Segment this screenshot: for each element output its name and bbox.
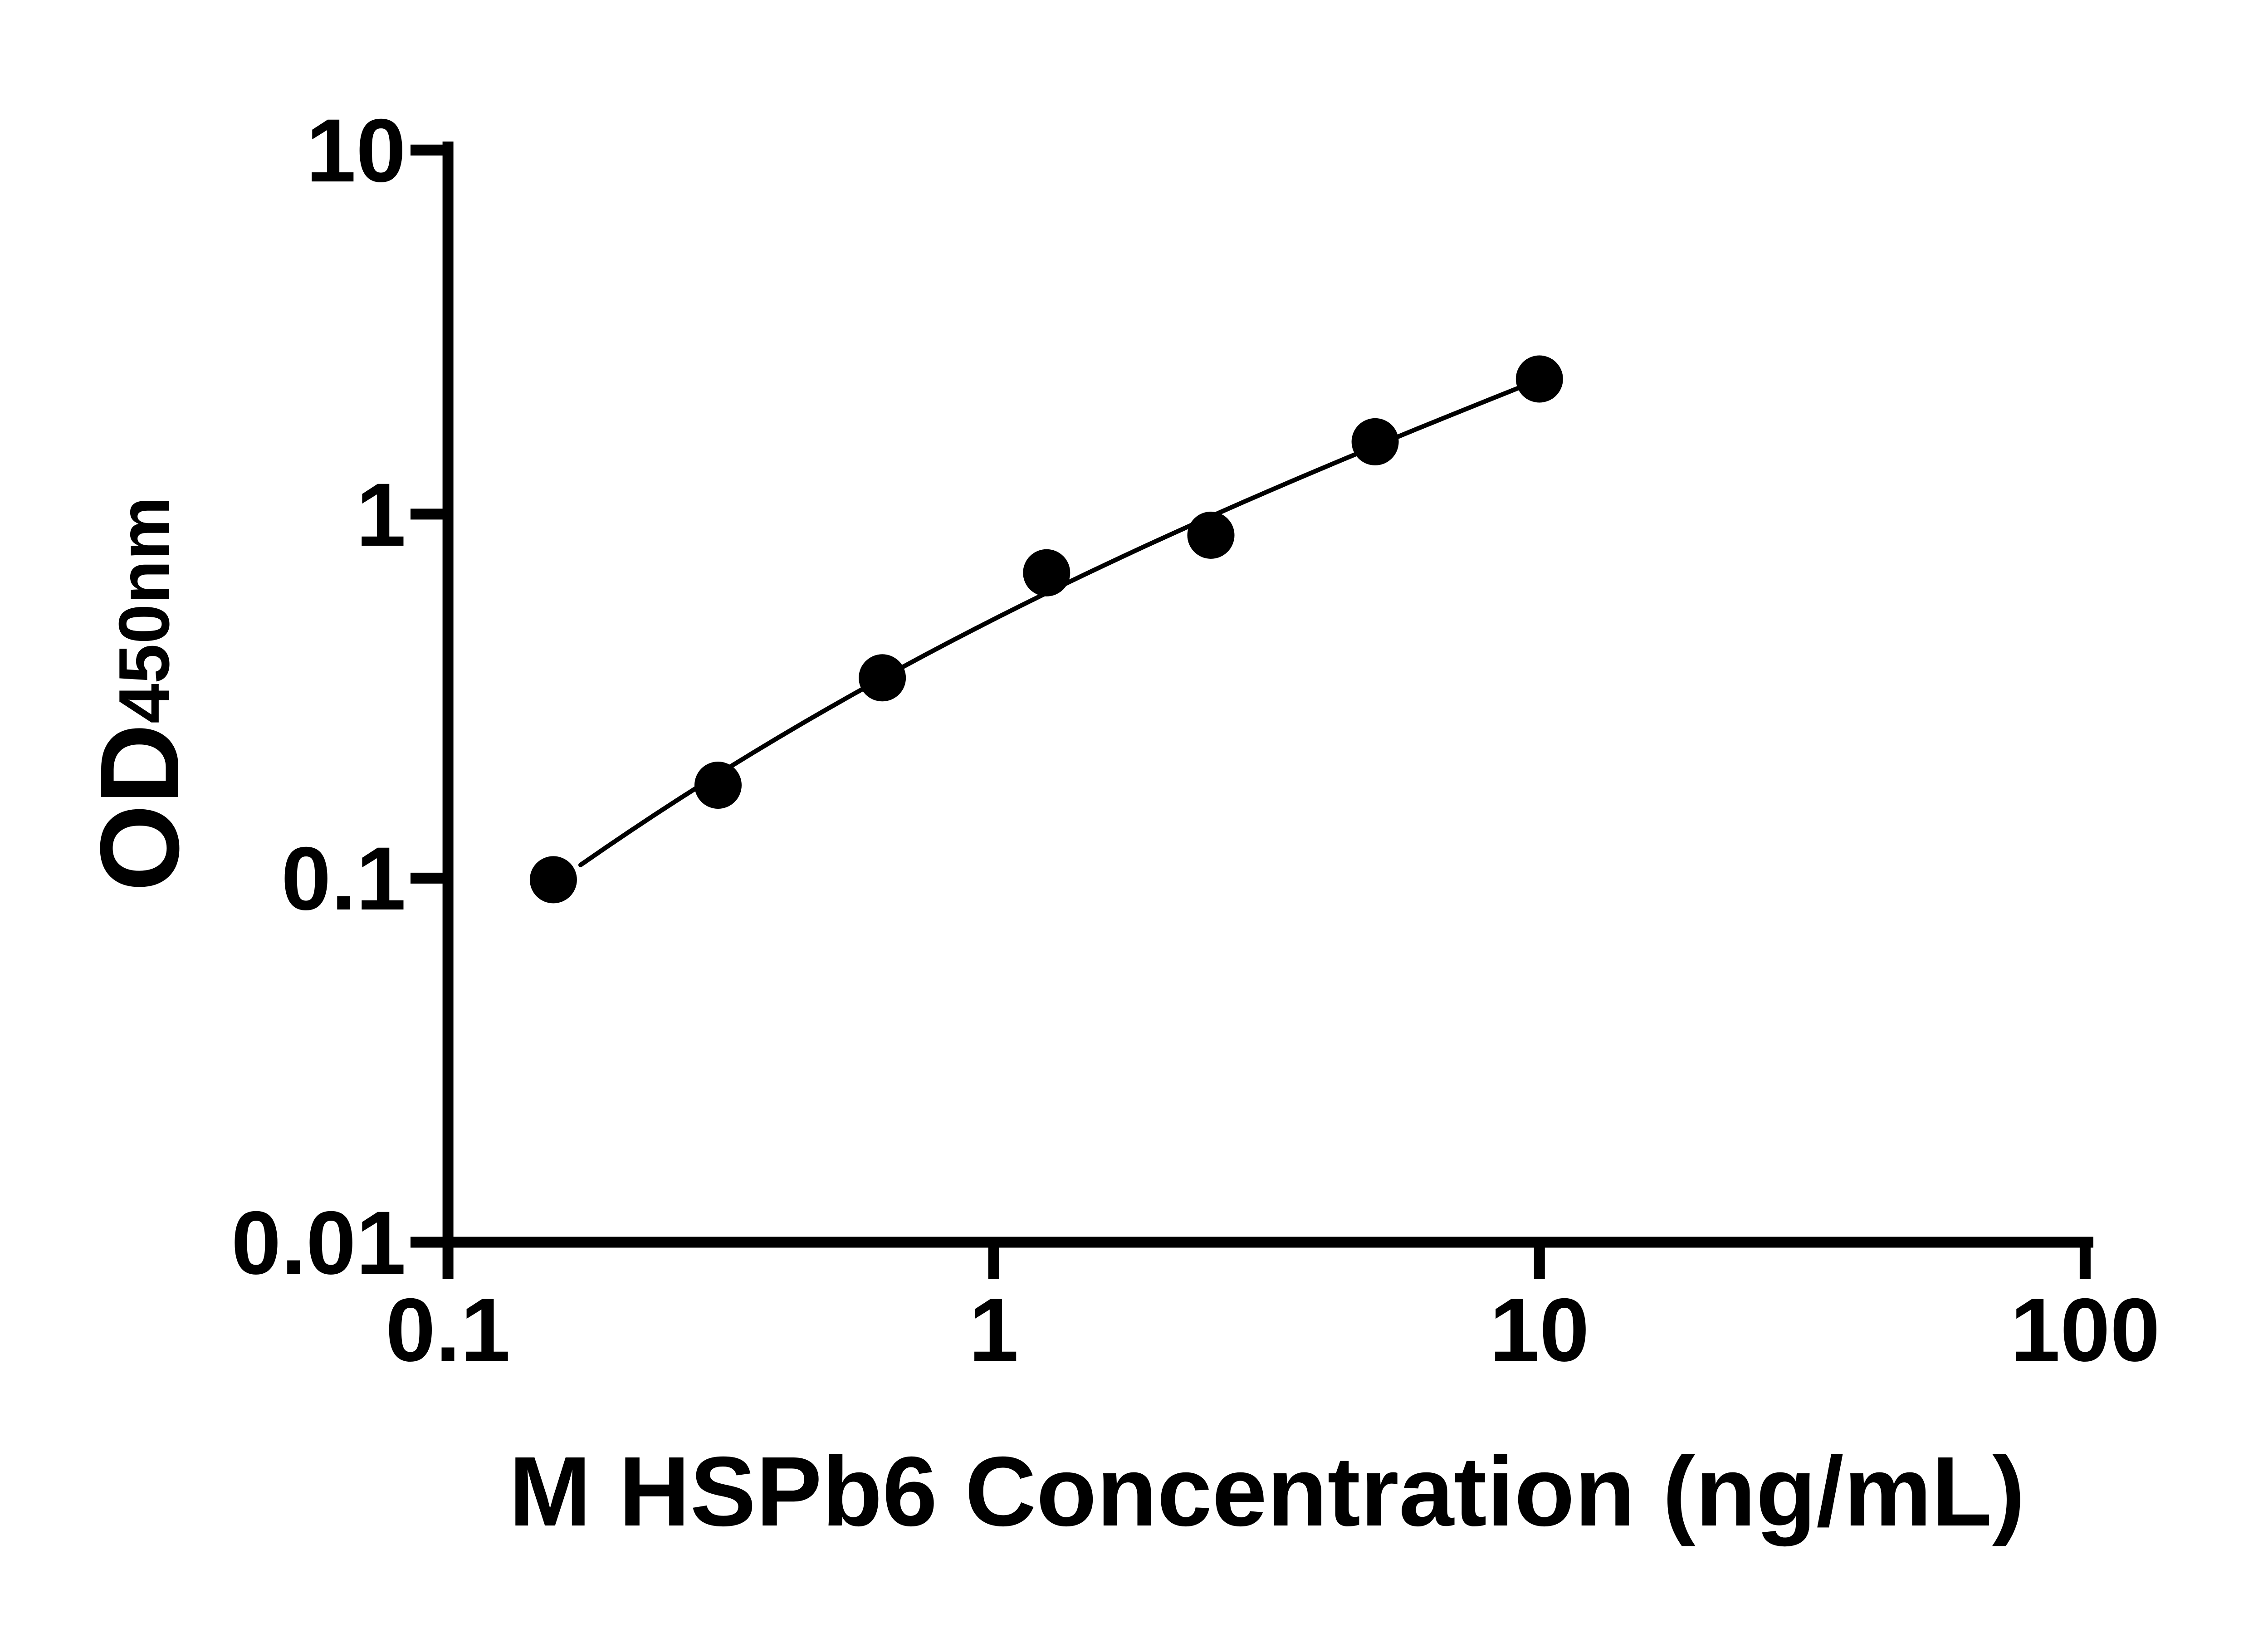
svg-text:1: 1 [356,464,406,565]
svg-text:0.1: 0.1 [281,828,406,929]
svg-text:0.01: 0.01 [231,1193,406,1293]
svg-text:0.1: 0.1 [386,1280,510,1380]
svg-text:1: 1 [969,1280,1019,1380]
svg-text:10: 10 [306,100,406,200]
svg-text:100: 100 [2010,1280,2160,1380]
svg-text:10: 10 [1490,1280,1589,1380]
svg-text:M HSPb6 Concentration (ng/mL): M HSPb6 Concentration (ng/mL) [509,1437,2025,1547]
